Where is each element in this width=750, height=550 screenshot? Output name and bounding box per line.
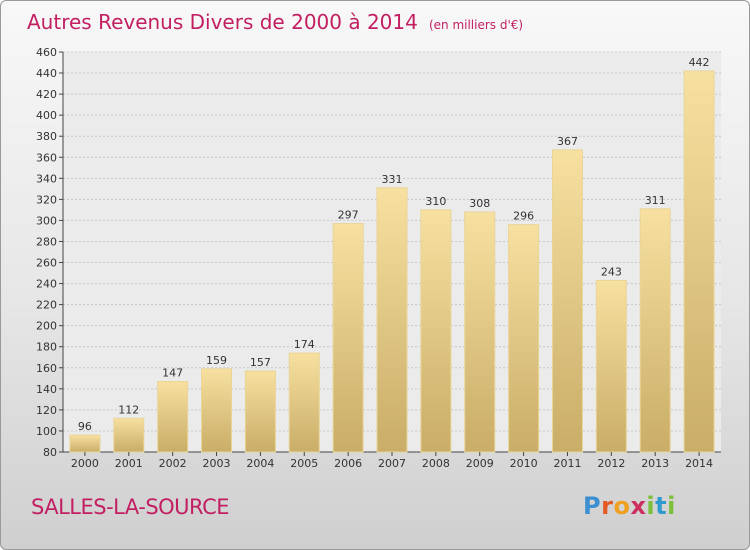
y-tick-label: 100 bbox=[36, 425, 57, 438]
x-tick-label: 2012 bbox=[597, 457, 625, 470]
x-tick-label: 2000 bbox=[71, 457, 99, 470]
y-tick-label: 80 bbox=[43, 446, 57, 459]
bar bbox=[464, 211, 496, 453]
x-tick-label: 2004 bbox=[246, 457, 274, 470]
x-tick-label: 2010 bbox=[510, 457, 538, 470]
y-tick-label: 300 bbox=[36, 214, 57, 227]
bar-value-label: 243 bbox=[601, 265, 622, 278]
bar-value-label: 308 bbox=[469, 197, 490, 210]
y-tick-label: 360 bbox=[36, 151, 57, 164]
y-tick-label: 180 bbox=[36, 341, 57, 354]
y-tick-label: 340 bbox=[36, 172, 57, 185]
x-tick-label: 2009 bbox=[466, 457, 494, 470]
logo-letter: i bbox=[646, 492, 656, 520]
bar-value-label: 147 bbox=[162, 366, 183, 379]
logo-letter: P bbox=[583, 492, 602, 520]
bar-value-label: 96 bbox=[78, 420, 92, 433]
logo-letter: t bbox=[655, 492, 668, 520]
bar bbox=[376, 187, 408, 453]
x-tick-label: 2001 bbox=[115, 457, 143, 470]
y-tick-label: 440 bbox=[36, 67, 57, 80]
bar bbox=[683, 70, 715, 453]
logo-letter: i bbox=[667, 492, 676, 520]
bar-value-label: 310 bbox=[425, 195, 446, 208]
bar-value-label: 174 bbox=[294, 338, 315, 351]
bar-value-label: 367 bbox=[557, 135, 578, 148]
title-row: Autres Revenus Divers de 2000 à 2014 (en… bbox=[27, 10, 523, 34]
bar-value-label: 157 bbox=[250, 356, 271, 369]
y-tick-label: 280 bbox=[36, 235, 57, 248]
bar-value-label: 112 bbox=[118, 403, 139, 416]
bar bbox=[420, 209, 452, 453]
chart-title: Autres Revenus Divers de 2000 à 2014 bbox=[27, 10, 418, 34]
y-tick-label: 260 bbox=[36, 257, 57, 270]
bar bbox=[288, 352, 320, 453]
bar bbox=[332, 223, 364, 453]
y-tick-label: 120 bbox=[36, 404, 57, 417]
logo-letter: x bbox=[630, 492, 647, 520]
y-tick-label: 320 bbox=[36, 193, 57, 206]
bar bbox=[113, 417, 145, 453]
bar bbox=[595, 279, 627, 453]
y-tick-label: 460 bbox=[36, 46, 57, 59]
logo-letter: o bbox=[613, 492, 631, 520]
y-tick-label: 400 bbox=[36, 109, 57, 122]
bar bbox=[639, 208, 671, 453]
place-name: SALLES-LA-SOURCE bbox=[31, 495, 230, 519]
bar-value-label: 297 bbox=[338, 209, 359, 222]
bar bbox=[551, 149, 583, 453]
x-tick-label: 2013 bbox=[641, 457, 669, 470]
x-tick-label: 2003 bbox=[203, 457, 231, 470]
y-tick-label: 380 bbox=[36, 130, 57, 143]
x-tick-label: 2005 bbox=[290, 457, 318, 470]
bar-value-label: 296 bbox=[513, 210, 534, 223]
y-tick-label: 140 bbox=[36, 383, 57, 396]
proxiti-logo: Proxiti bbox=[583, 492, 676, 520]
bar bbox=[508, 224, 540, 453]
y-tick-label: 200 bbox=[36, 320, 57, 333]
bar bbox=[201, 368, 233, 453]
x-tick-label: 2008 bbox=[422, 457, 450, 470]
bar-value-label: 442 bbox=[689, 56, 710, 69]
y-tick-label: 160 bbox=[36, 362, 57, 375]
logo-letter: r bbox=[601, 492, 614, 520]
bar-value-label: 159 bbox=[206, 354, 227, 367]
x-tick-label: 2007 bbox=[378, 457, 406, 470]
y-tick-label: 220 bbox=[36, 299, 57, 312]
bar-value-label: 331 bbox=[382, 173, 403, 186]
x-tick-label: 2014 bbox=[685, 457, 713, 470]
bar bbox=[157, 380, 189, 453]
y-tick-label: 240 bbox=[36, 278, 57, 291]
bar-value-label: 311 bbox=[645, 194, 666, 207]
bar bbox=[244, 370, 276, 453]
bar bbox=[69, 434, 101, 453]
x-tick-label: 2006 bbox=[334, 457, 362, 470]
chart-subtitle: (en milliers d'€) bbox=[428, 18, 524, 32]
x-tick-label: 2011 bbox=[553, 457, 581, 470]
x-tick-label: 2002 bbox=[159, 457, 187, 470]
y-tick-label: 420 bbox=[36, 88, 57, 101]
